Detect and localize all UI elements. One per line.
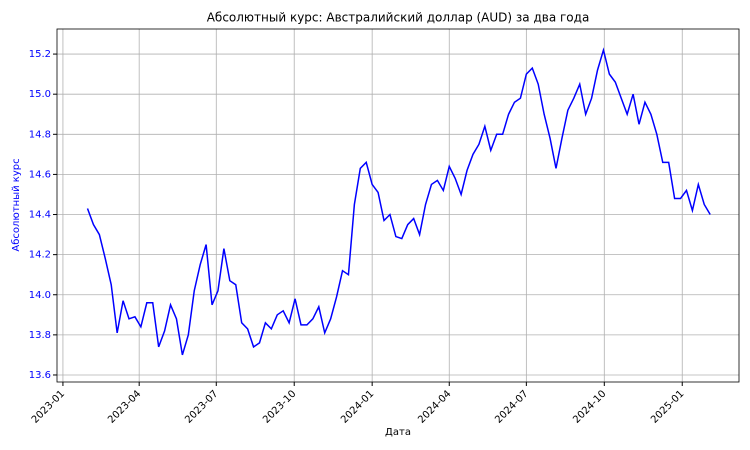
line-series [86,47,711,356]
y-tick-label: 13.8 [29,330,51,341]
y-tick-label: 15.0 [29,89,51,100]
x-axis-label: Дата [385,427,411,438]
y-axis-label: Абсолютный курс [11,158,22,251]
y-tick-label: 14.2 [29,250,51,261]
y-tick-label: 14.6 [29,169,51,180]
y-tick-label: 14.0 [29,290,51,301]
y-tick-label: 13.6 [29,370,51,381]
chart-title: Абсолютный курс: Австралийский доллар (A… [207,11,590,25]
y-tick-label: 15.2 [29,49,51,60]
plot-frame [56,28,740,383]
y-tick-label: 14.4 [29,210,51,221]
y-tick-label: 14.8 [29,129,51,140]
